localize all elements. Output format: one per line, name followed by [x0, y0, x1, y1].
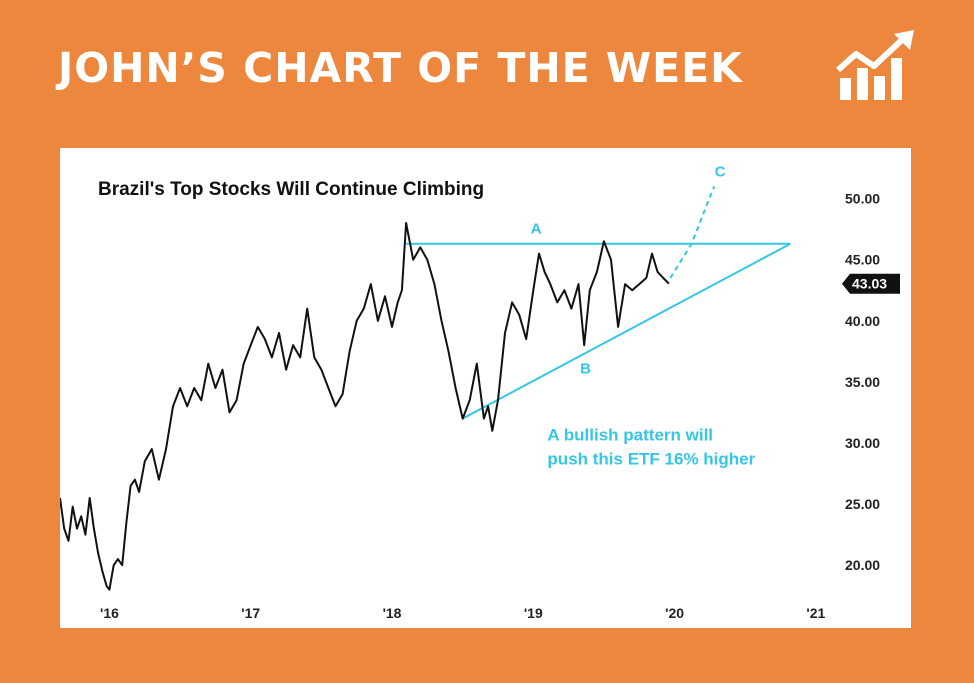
y-tick-label: 20.00	[845, 557, 880, 573]
x-tick-label: '16	[100, 605, 119, 621]
x-tick-label: '18	[383, 605, 402, 621]
x-axis: '16 '17 '18 '19 '20 '21	[100, 605, 826, 621]
price-series	[60, 222, 670, 591]
pattern-labels: A B C A bullish pattern will push this ETF 1…	[531, 164, 756, 469]
last-value-tag: 43.03	[842, 273, 900, 294]
price-line	[60, 222, 670, 591]
label-a: A	[531, 221, 542, 238]
banner-title: JOHN’S CHART OF THE WEEK	[58, 44, 743, 92]
y-tick-label: 30.00	[845, 435, 880, 451]
support-line	[462, 242, 791, 420]
y-tick-label: 50.00	[845, 191, 880, 207]
y-tick-label: 35.00	[845, 374, 880, 390]
chart-panel: Brazil's Top Stocks Will Continue Climbi…	[60, 148, 911, 628]
label-c: C	[715, 164, 726, 181]
x-tick-label: '19	[524, 605, 543, 621]
x-tick-label: '20	[665, 605, 684, 621]
pattern-note-line: A bullish pattern will	[547, 426, 713, 445]
rising-chart-icon	[836, 30, 914, 100]
y-tick-label: 25.00	[845, 496, 880, 512]
pattern-note-line: push this ETF 16% higher	[547, 450, 755, 469]
last-value-marker	[842, 273, 900, 294]
y-tick-label: 45.00	[845, 252, 880, 268]
x-tick-label: '17	[241, 605, 260, 621]
y-axis: 20.00 25.00 30.00 35.00 40.00 45.00 50.00	[845, 191, 880, 574]
pattern-lines	[406, 185, 791, 420]
label-b: B	[580, 361, 591, 378]
projection-dashed-line	[669, 185, 716, 279]
chart-title: Brazil's Top Stocks Will Continue Climbi…	[98, 179, 484, 200]
price-chart: Brazil's Top Stocks Will Continue Climbi…	[60, 164, 900, 621]
x-tick-label: '21	[806, 605, 825, 621]
last-value-label: 43.03	[852, 276, 887, 292]
y-tick-label: 40.00	[845, 313, 880, 329]
